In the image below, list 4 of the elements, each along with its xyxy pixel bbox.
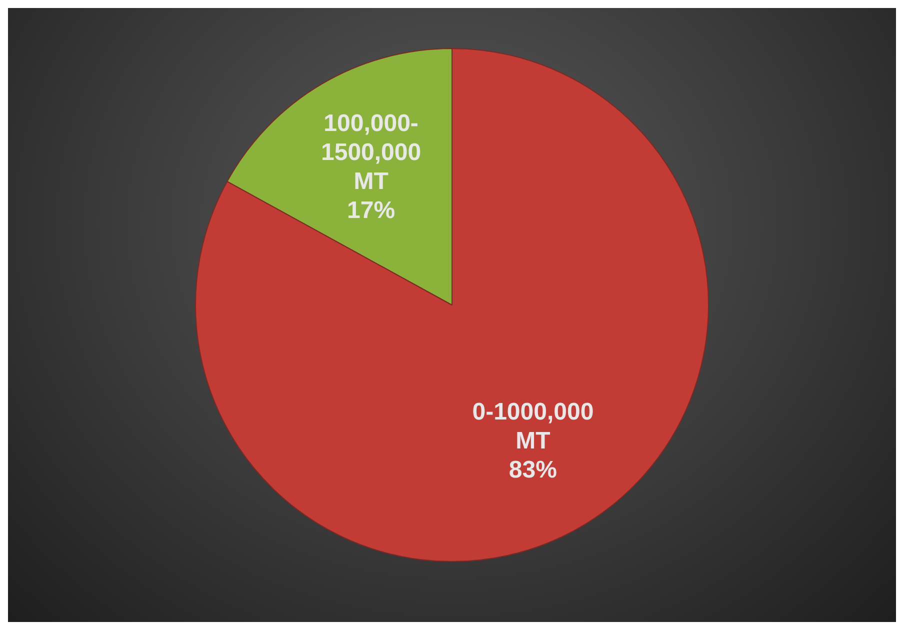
data-label: 83%	[508, 456, 557, 484]
data-label: 17%	[347, 197, 396, 224]
slice-label: 0-1000,000 MT	[472, 398, 594, 455]
slice-label: 100,000-1500,000 MT	[320, 110, 422, 196]
